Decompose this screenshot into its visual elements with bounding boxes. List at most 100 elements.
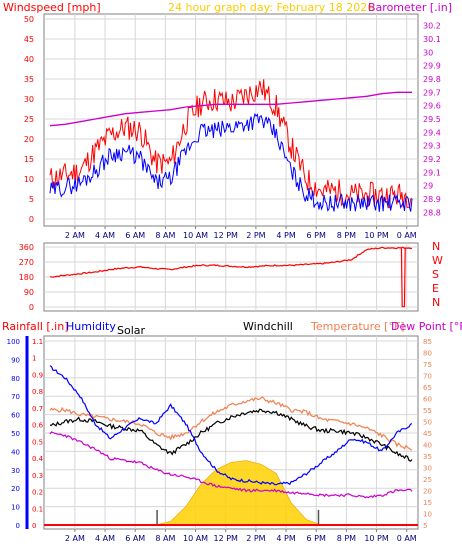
temperature-tick-label: 30 bbox=[423, 465, 432, 473]
barometer-tick-label: 29.1 bbox=[423, 168, 441, 177]
windspeed-tick-label: 50 bbox=[24, 15, 34, 24]
windspeed-tick-label: 25 bbox=[24, 115, 34, 124]
windspeed-tick-label: 15 bbox=[24, 155, 34, 164]
barometer-line bbox=[49, 91, 412, 127]
compass-label: W bbox=[432, 254, 443, 267]
x-tick-label: 8 AM bbox=[155, 231, 175, 240]
x-tick-label: 10 AM bbox=[183, 231, 208, 240]
barometer-tick-label: 28.9 bbox=[423, 195, 441, 204]
direction-tick-label: 360 bbox=[19, 243, 34, 252]
x-tick-label: 10 AM bbox=[183, 534, 208, 543]
compass-label: E bbox=[432, 282, 439, 295]
x-tick-label: 6 AM bbox=[125, 231, 145, 240]
rainfall-tick-label: 1 bbox=[32, 355, 36, 363]
x-tick-label: 10 PM bbox=[364, 534, 389, 543]
temperature-tick-label: 10 bbox=[423, 511, 432, 519]
rainfall-tick-label: 0 bbox=[32, 522, 36, 530]
direction-tick-label: 270 bbox=[19, 258, 34, 267]
temperature-tick-label: 60 bbox=[423, 396, 432, 404]
humidity-tick-label: 90 bbox=[11, 356, 20, 364]
temperature-humidity-panel: 0 10 20 30 40 50 60 70 80 90 100 0 0.1 0.2 0.3 0.4 0.5 0.… bbox=[2, 320, 462, 543]
barometer-tick-label: 29.4 bbox=[423, 128, 441, 137]
windspeed-line bbox=[49, 79, 413, 209]
temperature-line bbox=[49, 396, 413, 451]
barometer-tick-label: 29.5 bbox=[423, 115, 441, 124]
rainfall-tick-label: 0.2 bbox=[32, 489, 43, 497]
windspeed-tick-label: 10 bbox=[24, 175, 34, 184]
barometer-tick-label: 29.3 bbox=[423, 142, 441, 151]
dewpoint-axis-label: Dew Point [°F] bbox=[391, 320, 462, 333]
humidity-tick-label: 70 bbox=[11, 393, 20, 401]
wind-direction-wrap bbox=[400, 247, 406, 308]
barometer-tick-label: 28.8 bbox=[423, 208, 441, 217]
temperature-tick-label: 50 bbox=[423, 419, 432, 427]
top-panel-series bbox=[49, 79, 413, 212]
humidity-tick-label: 50 bbox=[11, 430, 20, 438]
humidity-tick-label: 60 bbox=[11, 412, 20, 420]
temperature-axis-label: Temperature [°F] bbox=[310, 320, 405, 333]
humidity-tick-label: 100 bbox=[7, 338, 20, 346]
windspeed-tick-label: 30 bbox=[24, 95, 34, 104]
barometer-tick-label: 30.2 bbox=[423, 22, 441, 31]
humidity-line bbox=[49, 365, 413, 486]
rainfall-tick-label: 0.9 bbox=[32, 371, 43, 379]
rainfall-tick-label: 0.6 bbox=[32, 422, 44, 430]
temperature-tick-label: 20 bbox=[423, 488, 432, 496]
rainfall-tick-label: 0.7 bbox=[32, 405, 43, 413]
barometer-tick-label: 29.8 bbox=[423, 75, 441, 84]
rainfall-tick-label: 0.8 bbox=[32, 388, 43, 396]
x-tick-label: 4 PM bbox=[276, 231, 295, 240]
x-tick-label: 2 AM bbox=[65, 231, 85, 240]
windspeed-tick-label: 45 bbox=[24, 35, 34, 44]
temperature-tick-label: 70 bbox=[423, 373, 432, 381]
dewpoint-line bbox=[49, 431, 413, 499]
temperature-tick-label: 85 bbox=[423, 338, 432, 346]
temperature-tick-label: 75 bbox=[423, 361, 432, 369]
direction-panel-series bbox=[49, 246, 413, 308]
rainfall-tick-label: 0.5 bbox=[32, 438, 43, 446]
temperature-tick-label: 25 bbox=[423, 476, 432, 484]
x-tick-label: 6 PM bbox=[307, 231, 326, 240]
windspeed-barometer-panel: 0 5 10 15 20 25 30 35 40 45 50 28.8 28.9 29 29.1 29.2 29… bbox=[3, 1, 452, 240]
x-tick-label: 2 PM bbox=[246, 534, 265, 543]
x-tick-label: 6 PM bbox=[307, 534, 326, 543]
direction-tick-label: 90 bbox=[24, 288, 34, 297]
windspeed-tick-label: 20 bbox=[24, 135, 34, 144]
x-tick-label: 4 AM bbox=[95, 534, 115, 543]
x-tick-label: 4 AM bbox=[95, 231, 115, 240]
windchill-label: Windchill bbox=[243, 320, 293, 333]
solar-label: Solar bbox=[117, 324, 146, 337]
top-panel-axis-ticks: 0 5 10 15 20 25 30 35 40 45 50 28.8 28.9 29 29.1 29.2 29… bbox=[24, 15, 441, 240]
x-tick-label: 8 PM bbox=[337, 231, 356, 240]
x-tick-label: 0 AM bbox=[397, 231, 417, 240]
barometer-tick-label: 29 bbox=[423, 182, 433, 191]
windchill-line bbox=[49, 408, 413, 462]
compass-label: N bbox=[432, 240, 440, 253]
x-tick-label: 2 AM bbox=[65, 534, 85, 543]
temperature-tick-label: 5 bbox=[423, 522, 427, 530]
x-tick-label: 8 AM bbox=[155, 534, 175, 543]
x-tick-label: 6 AM bbox=[125, 534, 145, 543]
x-tick-label: 10 PM bbox=[364, 231, 389, 240]
humidity-tick-label: 30 bbox=[11, 467, 20, 475]
rainfall-axis-label: Rainfall [.in] bbox=[2, 320, 69, 333]
humidity-tick-label: 80 bbox=[11, 375, 20, 383]
rainfall-tick-label: 0.1 bbox=[32, 505, 43, 513]
windspeed-tick-label: 35 bbox=[24, 75, 34, 84]
x-tick-label: 0 AM bbox=[397, 534, 417, 543]
humidity-axis-label: Humidity bbox=[66, 320, 116, 333]
barometer-tick-label: 29.9 bbox=[423, 62, 441, 71]
humidity-tick-label: 0 bbox=[16, 522, 20, 530]
humidity-tick-label: 20 bbox=[11, 485, 20, 493]
barometer-tick-label: 29.7 bbox=[423, 88, 441, 97]
direction-panel-grid bbox=[44, 243, 418, 311]
windspeed-axis-label: Windspeed [mph] bbox=[3, 1, 101, 14]
barometer-axis-label: Barometer [.in] bbox=[368, 1, 452, 14]
barometer-tick-label: 30 bbox=[423, 48, 433, 57]
barometer-tick-label: 30.1 bbox=[423, 35, 441, 44]
bottom-panel-axis-ticks: 0 10 20 30 40 50 60 70 80 90 100 0 0.1 0.2 0.3 0.4 0.5 0.… bbox=[7, 336, 432, 543]
wind-direction-line bbox=[49, 246, 413, 278]
